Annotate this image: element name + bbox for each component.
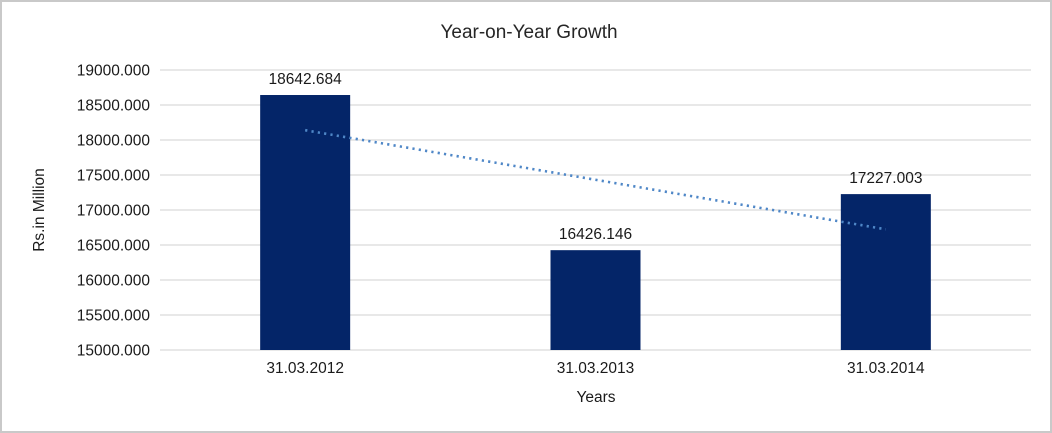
chart-title: Year-on-Year Growth	[440, 22, 618, 43]
y-tick-label: 16500.000	[77, 238, 151, 255]
y-tick-label: 19000.000	[77, 63, 151, 80]
y-tick-label: 16000.000	[77, 273, 151, 290]
x-tick-label: 31.03.2014	[847, 360, 925, 377]
y-tick-label: 18500.000	[77, 98, 151, 115]
bar	[840, 194, 931, 350]
y-tick-label: 17000.000	[77, 203, 151, 220]
y-tick-label: 18000.000	[77, 133, 151, 150]
x-tick-label: 31.03.2012	[266, 360, 344, 377]
y-tick-label: 15000.000	[77, 343, 151, 360]
x-tick-label: 31.03.2013	[557, 360, 635, 377]
y-axis-title: Rs.in Million	[31, 168, 48, 252]
x-axis-title: Years	[576, 389, 616, 406]
y-tick-label: 15500.000	[77, 308, 151, 325]
bar-data-label: 18642.684	[269, 71, 343, 88]
bar	[550, 250, 641, 350]
y-tick-label: 17500.000	[77, 168, 151, 185]
bar-data-label: 17227.003	[849, 170, 922, 187]
bar	[260, 95, 351, 351]
bar-data-label: 16426.146	[559, 226, 632, 243]
trendline	[304, 128, 887, 231]
